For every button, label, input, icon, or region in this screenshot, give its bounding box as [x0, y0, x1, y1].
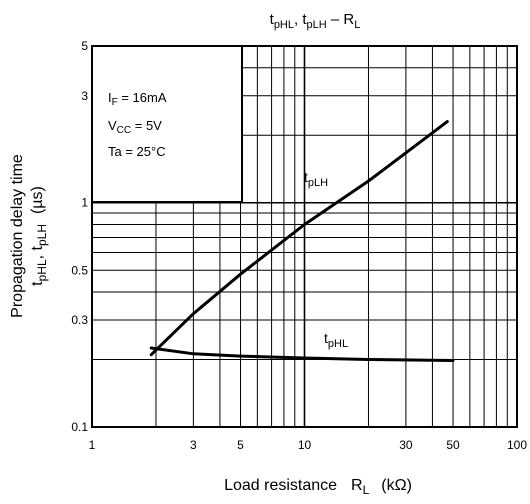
y-axis-label: Propagation delay time tpHL, tpLH(µs) — [9, 154, 49, 318]
x-tick-label: 30 — [399, 438, 413, 452]
y-tick-label: 0.1 — [71, 420, 88, 434]
series-group — [149, 120, 455, 362]
y-tick-label: 1 — [81, 196, 88, 210]
x-axis-label: Load resistance RL (kΩ) — [224, 477, 412, 497]
y-axis-label-line2: tpHL, tpLH(µs) — [29, 186, 49, 286]
x-tick-label: 5 — [237, 438, 244, 452]
condition-forward-current: IF = 16mA — [108, 90, 167, 108]
y-tick-label: 0.5 — [71, 263, 88, 277]
y-tick-label: 3 — [81, 89, 88, 103]
x-tick-label: 1 — [89, 438, 96, 452]
x-tick-label: 3 — [190, 438, 197, 452]
series-line-tphl — [149, 346, 455, 362]
x-tick-label: 10 — [298, 438, 312, 452]
conditions-box: IF = 16mA VCC = 5V Ta = 25°C — [91, 45, 243, 203]
tick-labels: 1 3 5 10 30 50 100 0.1 0.3 0.5 1 3 5 — [71, 39, 527, 452]
y-tick-label: 5 — [81, 39, 88, 53]
conditions-box-frame — [91, 45, 243, 203]
x-tick-label: 100 — [507, 438, 527, 452]
condition-ambient-temperature: Ta = 25°C — [108, 144, 166, 159]
condition-supply-voltage: VCC = 5V — [108, 118, 162, 136]
series-label-tplh: tpLH — [304, 169, 328, 189]
series-label-tphl: tpHL — [324, 330, 348, 350]
plot-frame — [91, 45, 518, 428]
x-tick-label: 50 — [446, 438, 460, 452]
y-tick-label: 0.3 — [71, 313, 88, 327]
chart-title: tpHL, tpLH – RL — [270, 11, 361, 31]
series-line-tplh — [149, 120, 449, 357]
y-axis-label-line1: Propagation delay time — [9, 154, 26, 318]
